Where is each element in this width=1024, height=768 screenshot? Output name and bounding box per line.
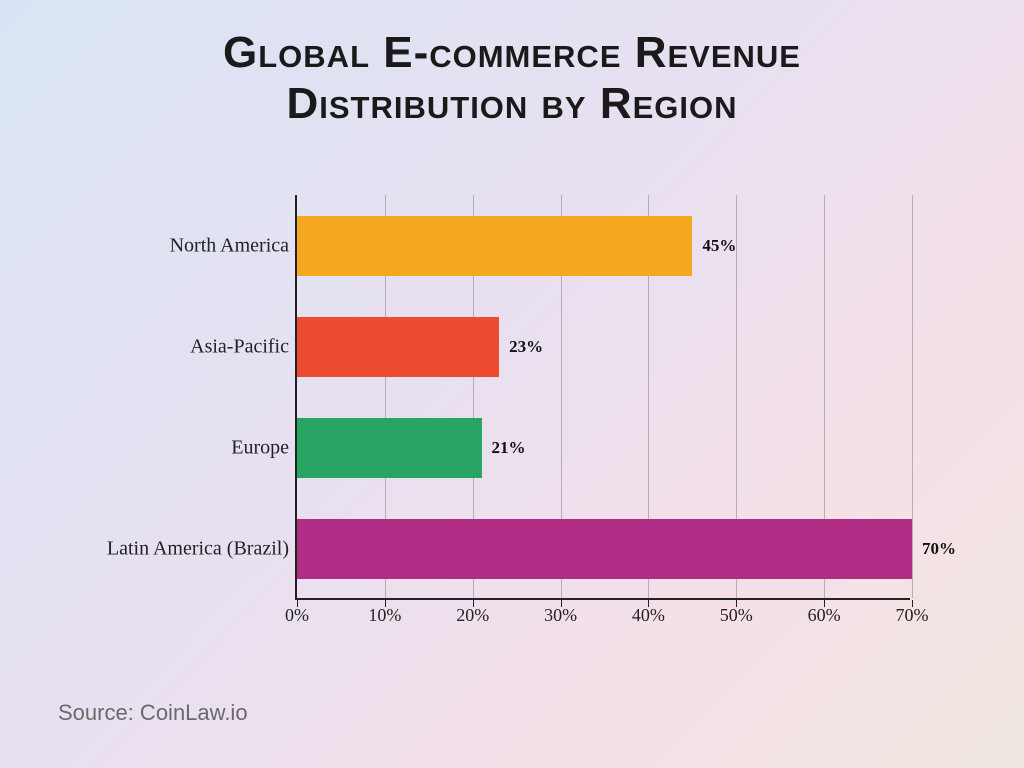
y-axis-label: North America (170, 234, 289, 257)
y-axis-label: Latin America (Brazil) (107, 538, 289, 561)
bar-value-label: 45% (702, 236, 736, 256)
plot-area: 0%10%20%30%40%50%60%70%45%23%21%70% (295, 195, 910, 600)
bar-value-label: 23% (509, 337, 543, 357)
y-axis-label: Europe (231, 437, 289, 460)
title-line-1: Global E-commerce Revenue (0, 28, 1024, 79)
bar (297, 519, 912, 579)
source-attribution: Source: CoinLaw.io (58, 700, 248, 726)
x-tick-label: 40% (632, 605, 665, 626)
bar-value-label: 70% (922, 539, 956, 559)
bar-row: 23% (297, 317, 499, 377)
bar-value-label: 21% (492, 438, 526, 458)
gridline (912, 195, 913, 598)
chart-title: Global E-commerce Revenue Distribution b… (0, 0, 1024, 129)
title-line-2: Distribution by Region (0, 79, 1024, 130)
y-axis-label: Asia-Pacific (190, 335, 289, 358)
x-tick-label: 70% (896, 605, 929, 626)
x-tick-label: 20% (456, 605, 489, 626)
bar-chart: 0%10%20%30%40%50%60%70%45%23%21%70% (295, 195, 910, 640)
x-tick-label: 60% (808, 605, 841, 626)
x-tick-label: 50% (720, 605, 753, 626)
x-tick-label: 30% (544, 605, 577, 626)
bar (297, 216, 692, 276)
bar-row: 70% (297, 519, 912, 579)
x-tick-label: 0% (285, 605, 309, 626)
x-tick-label: 10% (368, 605, 401, 626)
bar-row: 21% (297, 418, 482, 478)
bar-row: 45% (297, 216, 692, 276)
bar (297, 317, 499, 377)
bar (297, 418, 482, 478)
